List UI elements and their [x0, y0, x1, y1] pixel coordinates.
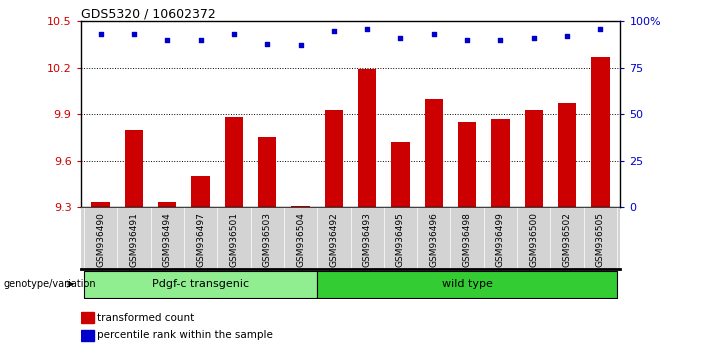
Point	[562, 33, 573, 39]
Text: GSM936492: GSM936492	[329, 212, 339, 267]
Bar	[81, 312, 93, 323]
Bar	[458, 122, 476, 207]
Text: genotype/variation: genotype/variation	[4, 279, 96, 289]
Bar	[125, 130, 143, 207]
Bar	[325, 109, 343, 207]
Text: GSM936501: GSM936501	[229, 212, 238, 267]
Text: GSM936503: GSM936503	[263, 212, 272, 267]
Text: GSM936500: GSM936500	[529, 212, 538, 267]
Bar	[81, 330, 93, 341]
Text: GSM936490: GSM936490	[96, 212, 105, 267]
Bar	[91, 202, 110, 207]
Point	[594, 26, 606, 32]
Point	[195, 37, 206, 42]
Text: GDS5320 / 10602372: GDS5320 / 10602372	[81, 7, 215, 20]
Text: GSM936502: GSM936502	[563, 212, 571, 267]
Bar	[558, 103, 576, 207]
Point	[128, 32, 139, 37]
Bar	[258, 137, 276, 207]
Point	[162, 37, 173, 42]
Point	[328, 28, 339, 33]
Bar	[292, 206, 310, 207]
Text: GSM936498: GSM936498	[463, 212, 472, 267]
Bar	[491, 119, 510, 207]
Bar	[591, 57, 610, 207]
Bar	[84, 270, 317, 298]
Point	[461, 37, 472, 42]
Text: GSM936505: GSM936505	[596, 212, 605, 267]
Text: GSM936495: GSM936495	[396, 212, 405, 267]
Text: GSM936491: GSM936491	[130, 212, 138, 267]
Point	[295, 42, 306, 48]
Bar	[158, 202, 177, 207]
Point	[395, 35, 406, 41]
Bar	[425, 99, 443, 207]
Bar	[191, 176, 210, 207]
Bar	[391, 142, 409, 207]
Bar	[225, 117, 243, 207]
Point	[528, 35, 539, 41]
Text: GSM936504: GSM936504	[296, 212, 305, 267]
Text: transformed count: transformed count	[97, 313, 194, 322]
Text: GSM936494: GSM936494	[163, 212, 172, 267]
Text: GSM936497: GSM936497	[196, 212, 205, 267]
Point	[362, 26, 373, 32]
Text: Pdgf-c transgenic: Pdgf-c transgenic	[152, 279, 249, 289]
Bar	[358, 69, 376, 207]
Text: percentile rank within the sample: percentile rank within the sample	[97, 330, 273, 340]
Text: wild type: wild type	[442, 279, 493, 289]
Point	[261, 41, 273, 46]
Point	[495, 37, 506, 42]
Text: GSM936499: GSM936499	[496, 212, 505, 267]
Point	[428, 32, 440, 37]
Bar	[317, 270, 617, 298]
Text: GSM936493: GSM936493	[362, 212, 372, 267]
Text: GSM936496: GSM936496	[429, 212, 438, 267]
Point	[229, 32, 240, 37]
Bar	[524, 109, 543, 207]
Point	[95, 32, 107, 37]
